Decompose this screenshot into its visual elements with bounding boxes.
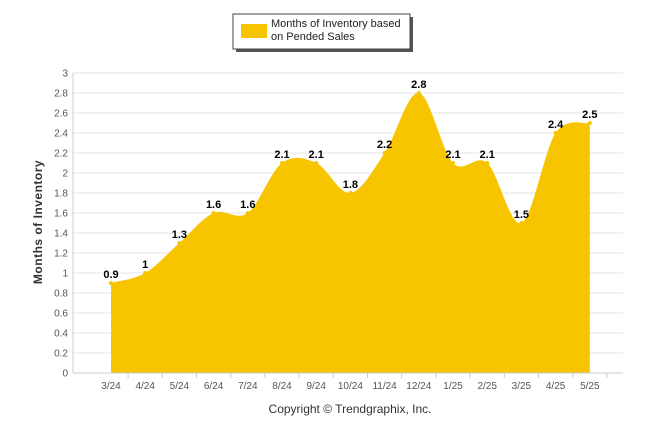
x-tick-label: 3/24 [101, 381, 121, 392]
data-point[interactable] [587, 121, 592, 125]
x-tick-label: 5/24 [170, 381, 190, 392]
y-tick-label: 0.6 [54, 309, 68, 320]
y-axis-label: Months of Inventory [31, 160, 45, 284]
data-label: 2.4 [548, 119, 564, 131]
data-label: 1.6 [240, 199, 255, 211]
x-tick-label: 5/25 [580, 381, 600, 392]
data-point[interactable] [109, 281, 113, 285]
y-tick-label: 0 [62, 369, 68, 380]
data-point[interactable] [280, 161, 284, 165]
legend-label-line1: Months of Inventory based [271, 18, 401, 30]
data-label: 2.5 [582, 109, 597, 121]
y-tick-label: 1.6 [54, 209, 68, 220]
data-label: 2.2 [377, 139, 392, 151]
y-tick-label: 0.2 [54, 349, 68, 360]
legend-label-line2: on Pended Sales [271, 31, 355, 43]
y-tick-label: 2 [62, 169, 68, 180]
axes: 0 0.2 0.4 0.6 0.8 1 1.2 1.4 1.6 1.8 2 2.2 2.4 2.6 2.8 3… [54, 69, 623, 392]
data-point[interactable] [348, 191, 353, 195]
data-point[interactable] [245, 211, 250, 215]
y-tick-label: 2.4 [54, 129, 68, 140]
y-tick-label: 1.2 [54, 249, 68, 260]
x-tick-label: 7/24 [238, 381, 258, 392]
data-point[interactable] [211, 211, 216, 215]
data-label: 2.1 [445, 149, 460, 161]
data-point[interactable] [382, 151, 387, 155]
y-tick-label: 2.2 [54, 149, 68, 160]
y-tick-label: 1.4 [54, 229, 68, 240]
y-tick-label: 0.8 [54, 289, 68, 300]
x-tick-label: 4/24 [135, 381, 155, 392]
data-point[interactable] [519, 221, 524, 225]
y-tick-label: 1 [62, 269, 68, 280]
data-point[interactable] [485, 161, 490, 165]
copyright-footer: Copyright © Trendgraphix, Inc. [269, 402, 432, 416]
y-tick-label: 2.6 [54, 109, 68, 120]
data-label: 2.1 [480, 149, 495, 161]
legend[interactable]: Months of Inventory based on Pended Sale… [232, 13, 413, 52]
series-area [111, 92, 590, 373]
data-point[interactable] [451, 161, 455, 165]
data-label: 2.8 [411, 79, 426, 91]
x-tick-label: 10/24 [338, 381, 363, 392]
data-point[interactable] [177, 241, 182, 245]
x-tick-label: 9/24 [306, 381, 326, 392]
data-label: 1.6 [206, 199, 221, 211]
y-tick-label: 2.8 [54, 89, 68, 100]
legend-swatch [241, 24, 267, 38]
data-point[interactable] [416, 91, 421, 95]
x-tick-label: 8/24 [272, 381, 292, 392]
data-point[interactable] [314, 161, 319, 165]
data-label: 2.1 [274, 149, 289, 161]
data-labels: 0.9 1 1.3 1.6 1.6 2.1 2.1 1.8 2.2 2.8 2.1 2.1 1.5 2.4… [103, 79, 597, 281]
y-tick-label: 3 [62, 69, 68, 80]
y-tick-label: 0.4 [54, 329, 68, 340]
x-tick-label: 1/25 [443, 381, 463, 392]
data-label: 1.8 [343, 179, 358, 191]
x-tick-label: 12/24 [406, 381, 431, 392]
area-series [109, 91, 592, 373]
x-tick-label: 4/25 [546, 381, 566, 392]
data-label: 1 [142, 259, 148, 271]
data-point[interactable] [553, 131, 558, 135]
data-label: 0.9 [103, 269, 118, 281]
data-point[interactable] [143, 271, 148, 275]
x-tick-label: 3/25 [512, 381, 532, 392]
data-label: 1.3 [172, 229, 187, 241]
x-tick-label: 2/25 [477, 381, 497, 392]
x-tick-label: 11/24 [372, 381, 397, 392]
data-label: 1.5 [514, 209, 529, 221]
data-label: 2.1 [309, 149, 324, 161]
y-tick-label: 1.8 [54, 189, 68, 200]
x-tick-label: 6/24 [204, 381, 224, 392]
